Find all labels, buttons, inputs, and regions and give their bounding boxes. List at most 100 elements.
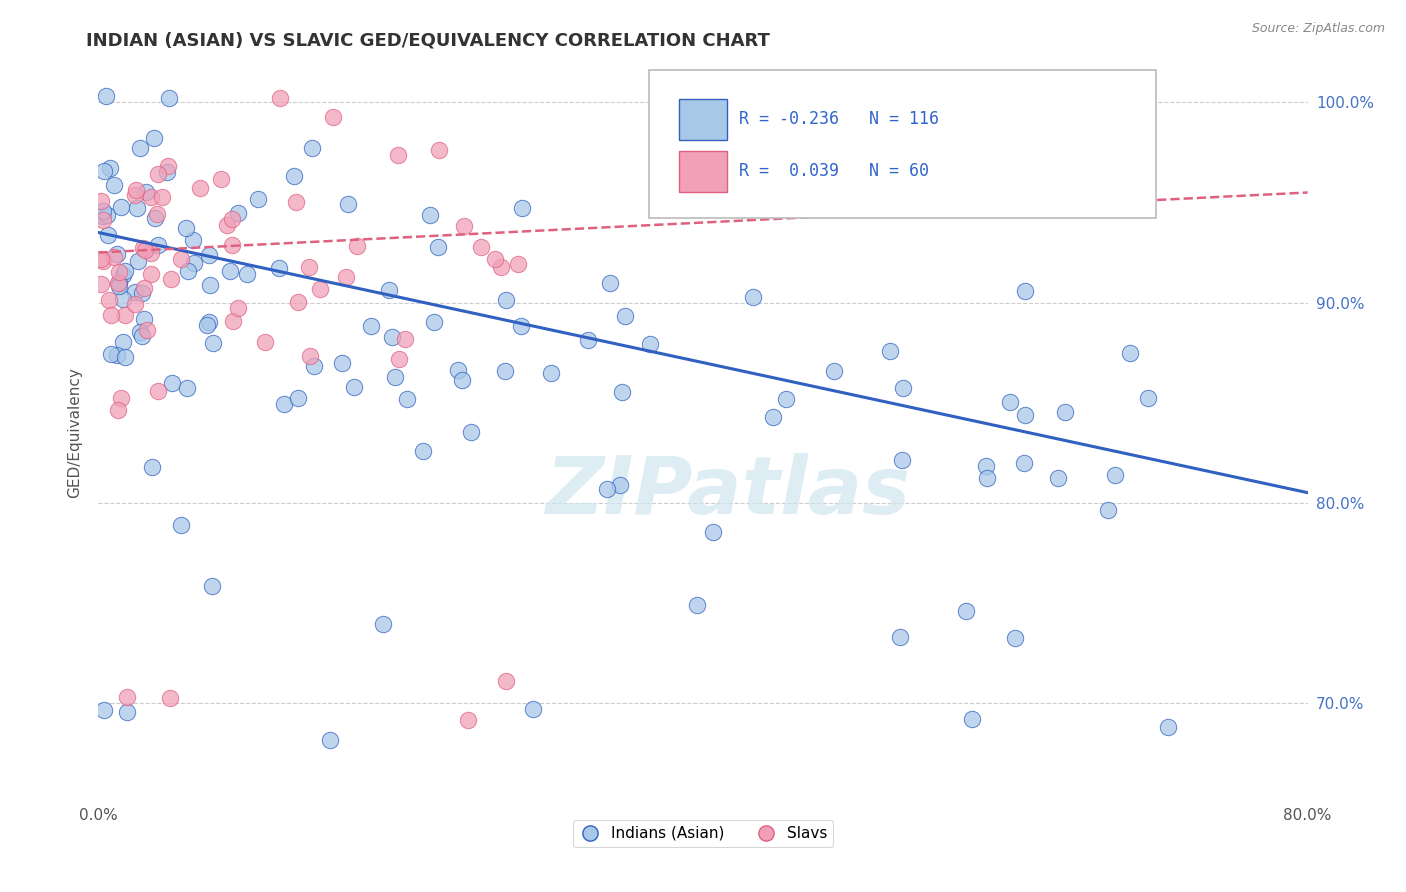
Point bbox=[132, 241, 155, 255]
Text: R = -0.236   N = 116: R = -0.236 N = 116 bbox=[740, 111, 939, 128]
Point bbox=[1014, 284, 1036, 298]
Point bbox=[823, 363, 845, 377]
Text: ZIPatlas: ZIPatlas bbox=[544, 453, 910, 531]
Point bbox=[90, 277, 112, 291]
Point bbox=[1000, 395, 1022, 409]
Point bbox=[160, 376, 183, 390]
Point bbox=[381, 330, 404, 344]
Point bbox=[495, 674, 517, 689]
Point bbox=[110, 200, 132, 214]
Point bbox=[198, 315, 221, 329]
Point bbox=[686, 598, 709, 612]
Point bbox=[107, 276, 129, 290]
Point bbox=[330, 356, 353, 370]
Point bbox=[115, 690, 138, 704]
Point bbox=[114, 350, 136, 364]
Point bbox=[142, 131, 165, 145]
Point bbox=[100, 347, 122, 361]
Point bbox=[111, 292, 134, 306]
Point bbox=[447, 363, 470, 377]
Point bbox=[891, 381, 914, 395]
Point bbox=[170, 518, 193, 533]
Point bbox=[114, 309, 136, 323]
Point bbox=[879, 343, 901, 358]
Point bbox=[201, 336, 224, 351]
Point bbox=[91, 209, 114, 223]
Point bbox=[1046, 471, 1069, 485]
Point bbox=[1104, 467, 1126, 482]
Point bbox=[148, 384, 170, 398]
Point bbox=[322, 110, 344, 124]
Point bbox=[1119, 346, 1142, 360]
Point bbox=[146, 237, 169, 252]
Point bbox=[124, 285, 146, 299]
Point bbox=[1053, 405, 1076, 419]
Point bbox=[236, 268, 259, 282]
Point bbox=[188, 181, 211, 195]
Point bbox=[638, 336, 661, 351]
Point bbox=[108, 276, 131, 290]
Point bbox=[218, 264, 240, 278]
Point bbox=[98, 293, 121, 307]
Point bbox=[319, 732, 342, 747]
Point bbox=[209, 171, 232, 186]
Point bbox=[576, 334, 599, 348]
Point bbox=[108, 278, 131, 293]
Point bbox=[460, 425, 482, 439]
Point bbox=[141, 245, 163, 260]
Point bbox=[105, 348, 128, 362]
Point bbox=[287, 294, 309, 309]
Point bbox=[93, 703, 115, 717]
Point bbox=[181, 233, 204, 247]
Point bbox=[103, 178, 125, 192]
Point bbox=[335, 270, 357, 285]
Point bbox=[506, 258, 529, 272]
Point bbox=[132, 280, 155, 294]
Point bbox=[346, 238, 368, 252]
Point bbox=[160, 272, 183, 286]
Point bbox=[174, 221, 197, 235]
Point bbox=[228, 301, 250, 316]
Point bbox=[110, 392, 132, 406]
Point bbox=[614, 310, 637, 324]
Point bbox=[337, 197, 360, 211]
Point bbox=[304, 359, 326, 374]
Point bbox=[114, 264, 136, 278]
Point bbox=[157, 91, 180, 105]
Point bbox=[309, 282, 332, 296]
Point bbox=[91, 203, 114, 218]
Point bbox=[283, 169, 305, 183]
FancyBboxPatch shape bbox=[679, 99, 727, 140]
Point bbox=[343, 380, 366, 394]
Point bbox=[103, 250, 125, 264]
Point bbox=[384, 370, 406, 384]
Point bbox=[1097, 503, 1119, 517]
Point bbox=[100, 308, 122, 322]
Point bbox=[217, 218, 239, 232]
Point bbox=[419, 209, 441, 223]
Point bbox=[146, 168, 169, 182]
Point bbox=[93, 164, 115, 178]
Text: Source: ZipAtlas.com: Source: ZipAtlas.com bbox=[1251, 22, 1385, 36]
Point bbox=[134, 243, 156, 257]
Point bbox=[522, 702, 544, 716]
Point bbox=[221, 212, 243, 227]
Point bbox=[105, 247, 128, 261]
FancyBboxPatch shape bbox=[648, 70, 1157, 218]
Point bbox=[762, 409, 785, 424]
Point bbox=[960, 712, 983, 726]
Legend: Indians (Asian), Slavs: Indians (Asian), Slavs bbox=[572, 820, 834, 847]
Point bbox=[125, 201, 148, 215]
Point bbox=[221, 238, 243, 252]
Point bbox=[470, 240, 492, 254]
Point bbox=[287, 392, 309, 406]
Point bbox=[197, 248, 219, 262]
Point bbox=[124, 188, 146, 202]
Point bbox=[159, 691, 181, 706]
Point bbox=[1004, 632, 1026, 646]
Point bbox=[156, 165, 179, 179]
Point bbox=[177, 263, 200, 277]
Point bbox=[135, 185, 157, 199]
Point bbox=[150, 190, 173, 204]
Point bbox=[107, 402, 129, 417]
